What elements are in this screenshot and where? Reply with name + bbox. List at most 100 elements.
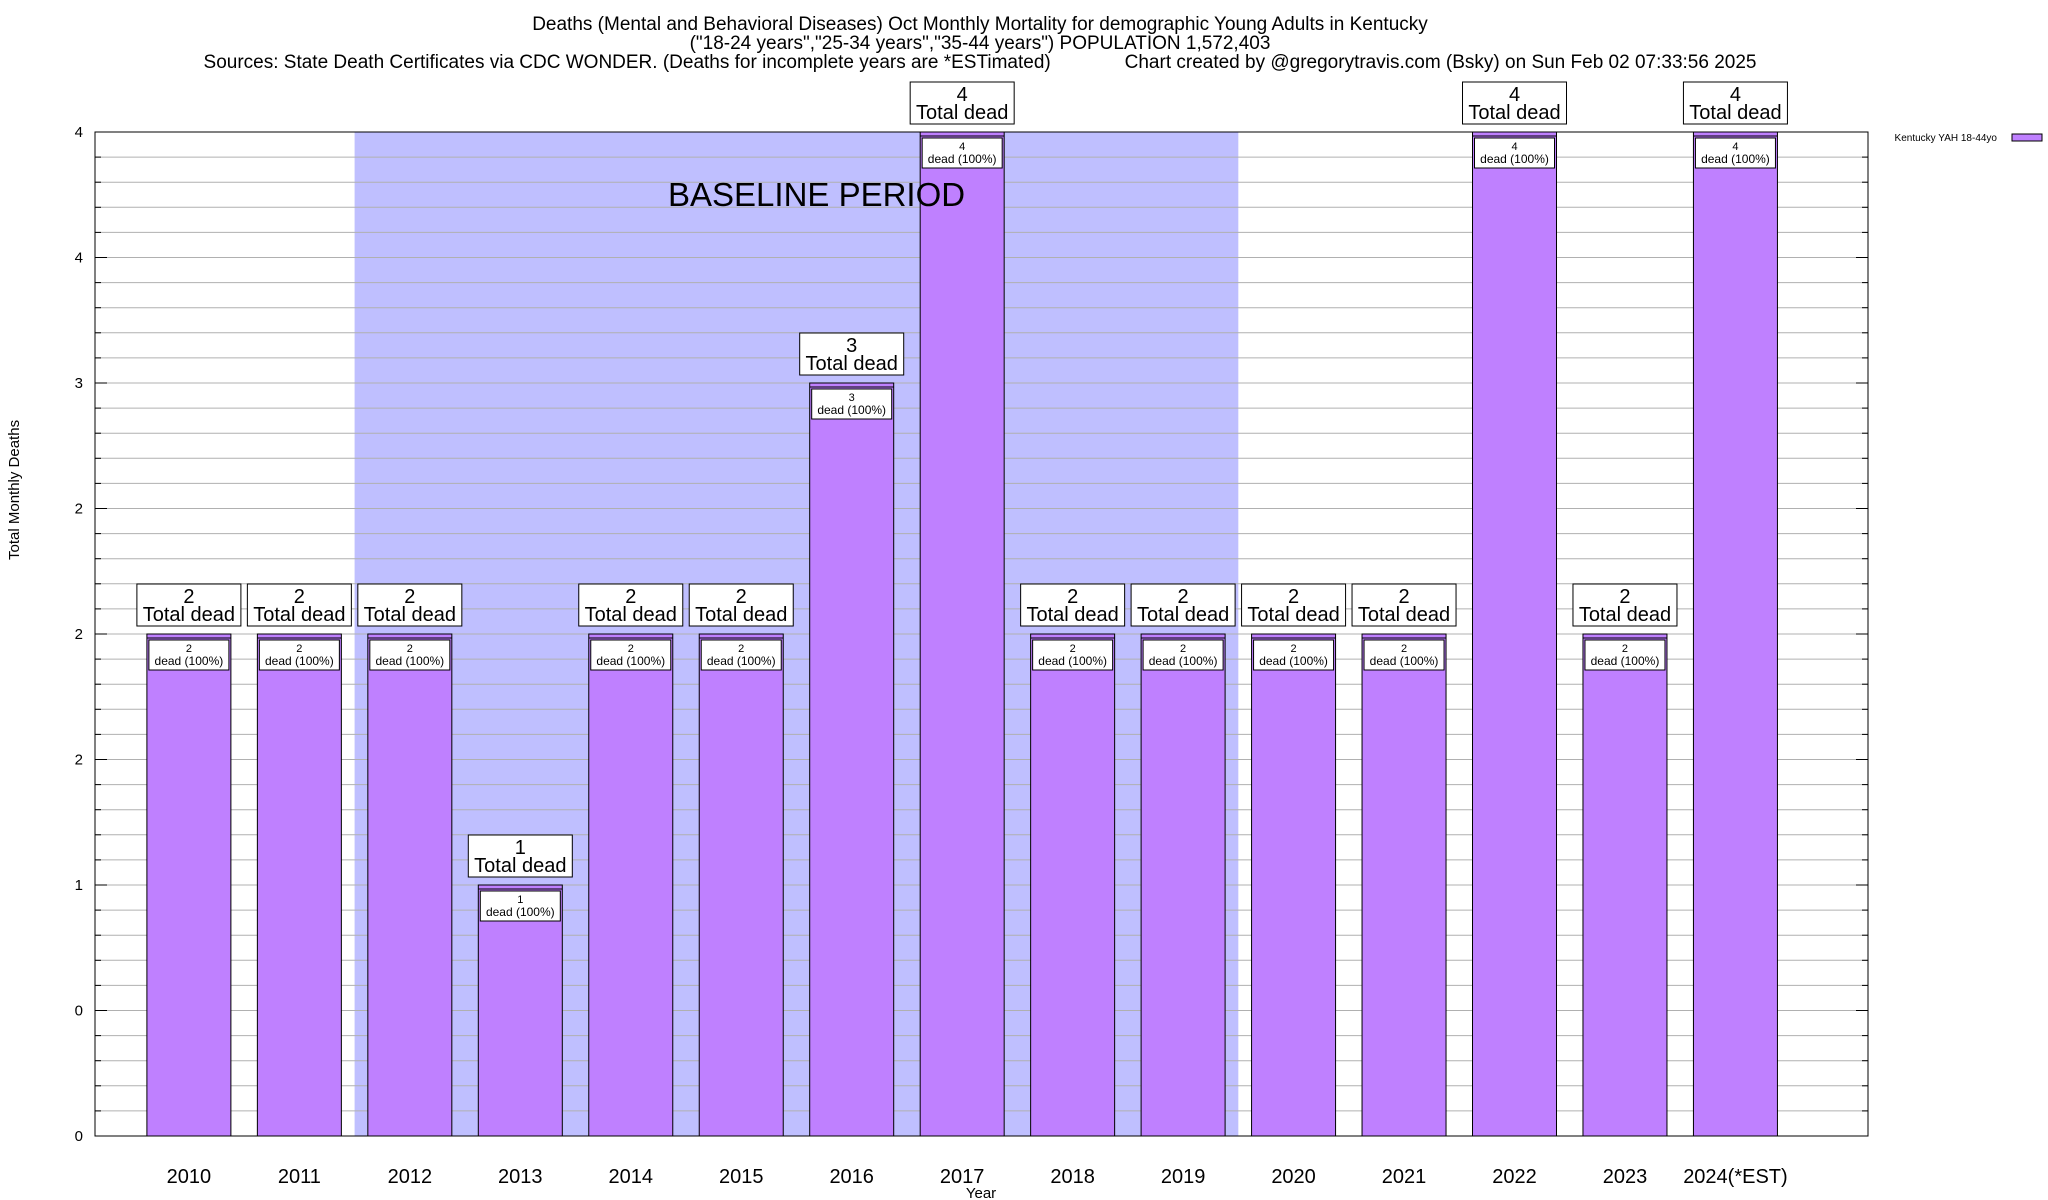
total-label-number: 2: [1288, 586, 1299, 608]
total-label-text: Total dead: [474, 855, 566, 877]
total-label-number: 2: [625, 586, 636, 608]
total-label-text: Total dead: [1689, 102, 1781, 124]
x-tick-labels: 2010 2011 2012 2013 2014 2015 2016 2017 2018 2019…: [167, 1166, 1788, 1188]
total-label-box: [578, 583, 684, 627]
x-tick-label: 2013: [498, 1166, 543, 1188]
inner-label-text: dead (100%): [155, 654, 224, 668]
inner-label-text: dead (100%): [928, 152, 997, 166]
y-axis-label: Total Monthly Deaths: [6, 419, 23, 560]
y-tick-label: 4: [75, 250, 83, 267]
inner-label-number: 1: [517, 894, 523, 906]
total-label-box: [1020, 583, 1126, 627]
inner-label-text: dead (100%): [1701, 152, 1770, 166]
x-tick-label: 2020: [1271, 1166, 1316, 1188]
inner-label-text: dead (100%): [486, 905, 555, 919]
inner-label-number: 4: [1732, 141, 1738, 153]
total-label-box: [1682, 81, 1788, 125]
total-label-box: [1130, 583, 1236, 627]
inner-label-number: 2: [1401, 643, 1407, 655]
y-tick-label: 0: [75, 1128, 83, 1145]
inner-label-box: [1253, 639, 1335, 671]
plot-frame: [94, 131, 1869, 1137]
inner-label-box: [590, 639, 672, 671]
inner-label-box: [479, 890, 561, 922]
inner-label-box: [1363, 639, 1445, 671]
y-tick-label: 1: [75, 877, 83, 894]
bar: [477, 884, 563, 1137]
x-tick-label: 2023: [1603, 1166, 1648, 1188]
total-label-text: Total dead: [1247, 604, 1339, 626]
total-label-text: Total dead: [1468, 102, 1560, 124]
inner-label-box: [1584, 639, 1666, 671]
total-label-number: 2: [404, 586, 415, 608]
inner-label-text: dead (100%): [375, 654, 444, 668]
chart-title-line-3: Sources: State Death Certificates via CD…: [203, 52, 1757, 73]
total-label-number: 2: [1398, 586, 1409, 608]
baseline-period-label: BASELINE PERIOD: [668, 176, 965, 213]
bar: [367, 633, 453, 1137]
total-label-box: [688, 583, 794, 627]
bar: [1582, 633, 1668, 1137]
x-tick-label: 2016: [829, 1166, 874, 1188]
y-tick-label: 2: [75, 752, 83, 769]
inner-label-text: dead (100%): [1038, 654, 1107, 668]
total-label-box: [799, 332, 905, 376]
total-label-number: 4: [1509, 84, 1520, 106]
x-tick-label: 2024(*EST): [1683, 1166, 1788, 1188]
inner-label-number: 4: [959, 141, 965, 153]
x-tick-label: 2010: [167, 1166, 212, 1188]
chart-title-line-2: ("18-24 years","25-34 years","35-44 year…: [689, 33, 1271, 54]
inner-label-text: dead (100%): [817, 403, 886, 417]
total-label-number: 2: [1178, 586, 1189, 608]
inner-label-box: [258, 639, 340, 671]
x-tick-label: 2021: [1382, 1166, 1427, 1188]
legend-label: Kentucky YAH 18-44yo: [1895, 133, 1998, 144]
bar: [919, 131, 1005, 1137]
total-label-box: [357, 583, 463, 627]
inner-label-number: 2: [1291, 643, 1297, 655]
legend: Kentucky YAH 18-44yo: [1895, 133, 2043, 144]
inner-label-text: dead (100%): [1370, 654, 1439, 668]
inner-label-number: 2: [296, 643, 302, 655]
x-tick-label: 2011: [278, 1166, 321, 1188]
inner-label-box: [1474, 137, 1556, 169]
legend-swatch: [2011, 133, 2043, 142]
inner-label-text: dead (100%): [1591, 654, 1660, 668]
total-label-text: Total dead: [585, 604, 677, 626]
inner-label-box: [148, 639, 230, 671]
y-tick-labels: 0 0 1 2 2 2 3 4 4: [75, 124, 83, 1145]
inner-label-text: dead (100%): [707, 654, 776, 668]
chart-title-line-1: Deaths (Mental and Behavioral Diseases) …: [532, 14, 1428, 35]
bar: [1361, 633, 1447, 1137]
total-label-number: 3: [846, 335, 857, 357]
total-label-text: Total dead: [364, 604, 456, 626]
total-label-text: Total dead: [1579, 604, 1671, 626]
total-label-text: Total dead: [806, 353, 898, 375]
inner-label-box: [921, 137, 1003, 169]
total-label-text: Total dead: [253, 604, 345, 626]
y-tick-label: 2: [75, 501, 83, 518]
x-axis-label: Year: [966, 1185, 996, 1200]
total-label-number: 1: [515, 837, 526, 859]
bar: [1692, 131, 1778, 1137]
total-label-box: [1572, 583, 1678, 627]
inner-label-number: 2: [1622, 643, 1628, 655]
x-tick-label: 2022: [1492, 1166, 1537, 1188]
total-label-text: Total dead: [695, 604, 787, 626]
inner-label-number: 2: [1070, 643, 1076, 655]
inner-label-box: [1032, 639, 1114, 671]
total-label-number: 2: [1619, 586, 1630, 608]
inner-label-number: 4: [1511, 141, 1517, 153]
total-label-text: Total dead: [143, 604, 235, 626]
total-label-box: [246, 583, 352, 627]
inner-label-text: dead (100%): [1149, 654, 1218, 668]
inner-label-box: [1694, 137, 1776, 169]
inner-label-number: 3: [849, 392, 855, 404]
total-label-text: Total dead: [1026, 604, 1118, 626]
inner-label-text: dead (100%): [265, 654, 334, 668]
bar: [1472, 131, 1558, 1137]
inner-label-number: 2: [1180, 643, 1186, 655]
bar: [146, 633, 232, 1137]
total-label-number: 4: [1730, 84, 1741, 106]
